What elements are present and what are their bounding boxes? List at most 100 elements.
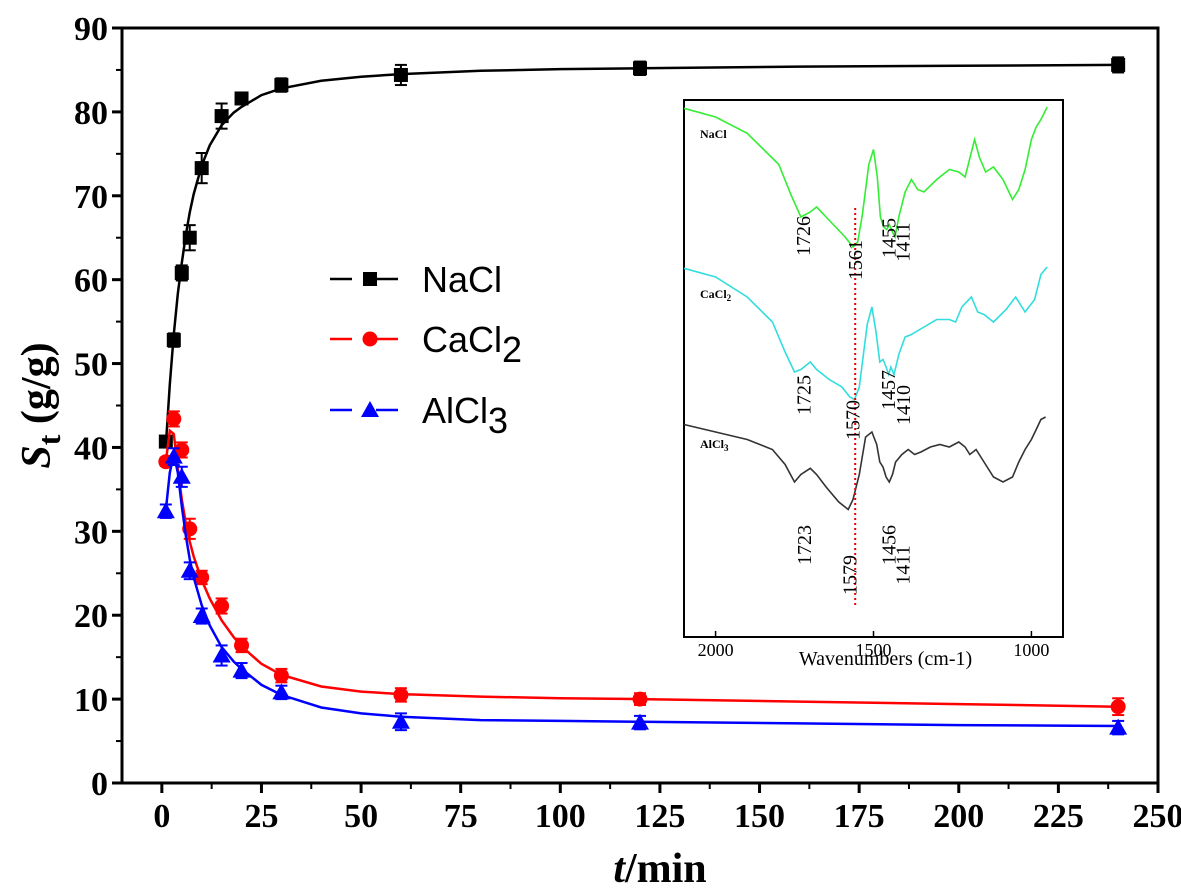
series-alcl xyxy=(156,447,1128,736)
data-point-alcl xyxy=(232,661,251,678)
inset-x-tick-label: 1000 xyxy=(1013,640,1049,660)
x-tick-label: 200 xyxy=(933,798,984,835)
data-point-alcl xyxy=(180,561,199,578)
data-point-alcl xyxy=(156,502,175,519)
x-tick-label: 100 xyxy=(535,798,586,835)
data-point-alcl xyxy=(1109,718,1128,735)
data-point-nacl xyxy=(194,161,209,176)
inset-peak-label: 1457 xyxy=(878,370,900,410)
inset-peak-label: 1455 xyxy=(879,218,901,258)
legend: NaCl CaCl2 AlCl3 xyxy=(330,259,522,441)
inset-peak-label: 1561 xyxy=(845,240,867,280)
inset-spectrum-label-text: AlCl xyxy=(700,437,725,451)
x-axis-title-sep: / xyxy=(624,846,638,892)
x-axis-title-var: t xyxy=(613,846,626,892)
y-tick-label: 80 xyxy=(74,95,108,132)
y-axis-title-sub: t xyxy=(31,434,67,445)
legend-label-cacl: CaCl2 xyxy=(422,319,522,370)
y-axis-title: St (g/g) xyxy=(14,342,67,468)
series-nacl xyxy=(158,56,1126,449)
data-point-alcl xyxy=(631,713,649,730)
inset-peak-label: 1411 xyxy=(893,545,915,584)
data-point-alcl xyxy=(391,712,410,729)
inset-peak-label: 1579 xyxy=(840,555,862,595)
data-point-cacl xyxy=(632,691,648,707)
data-point-cacl xyxy=(234,637,250,653)
legend-label-alcl: AlCl3 xyxy=(422,390,508,441)
x-axis-title: t/min xyxy=(613,846,706,892)
x-tick-label: 250 xyxy=(1133,798,1181,835)
data-point-nacl xyxy=(1111,57,1126,72)
inset-spectrum-label: AlCl3 xyxy=(700,437,729,453)
data-point-alcl xyxy=(172,467,191,484)
data-point-cacl xyxy=(273,668,289,684)
inset-peak-label: 1725 xyxy=(793,375,815,415)
legend-label-text: CaCl xyxy=(422,319,502,360)
y-axis-title-var: S xyxy=(14,445,60,468)
inset-spectrum-alcl xyxy=(683,416,1046,511)
x-tick-label: 125 xyxy=(634,798,685,835)
x-tick-label: 25 xyxy=(244,798,278,835)
y-tick-label: 20 xyxy=(74,598,108,635)
inset-x-tick-label: 2000 xyxy=(698,640,734,660)
y-tick-label: 90 xyxy=(74,11,108,48)
data-point-nacl xyxy=(158,434,173,449)
legend-label-subscript: 3 xyxy=(488,400,508,441)
inset-peak-label: 1410 xyxy=(893,385,915,425)
data-point-nacl xyxy=(214,109,229,124)
data-point-cacl xyxy=(1110,699,1126,715)
x-tick-label: 150 xyxy=(734,798,785,835)
y-tick-label: 70 xyxy=(74,179,108,216)
y-tick-label: 40 xyxy=(74,430,108,467)
inset-peak-label: 1723 xyxy=(794,525,816,565)
inset-spectrum-label-sub: 3 xyxy=(724,443,729,453)
legend-label-subscript: 2 xyxy=(502,329,522,370)
legend-marker-alcl xyxy=(361,401,379,417)
x-axis-title-unit: min xyxy=(637,846,707,892)
inset-spectrum-nacl xyxy=(683,106,1048,249)
data-point-alcl xyxy=(164,447,183,464)
y-tick-label: 30 xyxy=(74,514,108,551)
data-point-cacl xyxy=(166,411,182,427)
y-tick-label: 50 xyxy=(74,347,108,384)
inset-x-tick-label: 1500 xyxy=(856,640,892,660)
inset-spectrum-label: NaCl xyxy=(700,127,727,141)
inset-peak-label: 1411 xyxy=(893,222,915,261)
x-tick-label: 225 xyxy=(1033,798,1084,835)
main-plot: 0 25 50 75 100 125 150 175 200 225 250 0 10 20 30 40 50 6… xyxy=(14,11,1181,892)
data-point-alcl xyxy=(272,683,291,700)
data-point-cacl xyxy=(194,569,210,585)
fit-line-alcl xyxy=(164,453,1119,728)
inset-spectrum-label-text: NaCl xyxy=(700,127,727,141)
data-point-nacl xyxy=(174,265,189,280)
inset-ftir-plot: 2000 1500 1000 Wavenumbers (cm-1) NaCl CaCl2 A… xyxy=(683,99,1064,670)
data-point-cacl xyxy=(174,442,190,458)
x-tick-label: 75 xyxy=(444,798,478,835)
y-tick-label: 0 xyxy=(91,766,108,803)
data-point-nacl xyxy=(274,78,289,93)
inset-spectrum-label: CaCl2 xyxy=(700,287,732,303)
data-point-cacl xyxy=(214,598,230,614)
inset-peak-label: 1726 xyxy=(793,216,815,256)
data-point-alcl xyxy=(192,607,211,624)
inset-spectrum-cacl xyxy=(683,266,1048,401)
legend-marker-cacl xyxy=(362,331,378,347)
inset-peak-label: 1570 xyxy=(842,400,864,440)
legend-label-text: AlCl xyxy=(422,390,488,431)
y-tick-label: 10 xyxy=(74,682,108,719)
data-point-cacl xyxy=(393,687,409,703)
inset-frame xyxy=(683,99,1064,638)
inset-spectrum-label-text: CaCl xyxy=(700,287,727,301)
x-tick-label: 50 xyxy=(344,798,378,835)
data-point-nacl xyxy=(633,61,647,76)
data-point-nacl xyxy=(393,67,408,82)
legend-marker-nacl xyxy=(363,272,377,286)
legend-label-text: NaCl xyxy=(422,259,502,300)
inset-x-axis-title: Wavenumbers (cm-1) xyxy=(799,648,972,670)
y-tick-label: 60 xyxy=(74,263,108,300)
data-point-alcl xyxy=(212,646,231,663)
x-tick-label: 175 xyxy=(834,798,885,835)
x-tick-label: 0 xyxy=(153,798,170,835)
inset-spectrum-label-sub: 2 xyxy=(727,293,732,303)
